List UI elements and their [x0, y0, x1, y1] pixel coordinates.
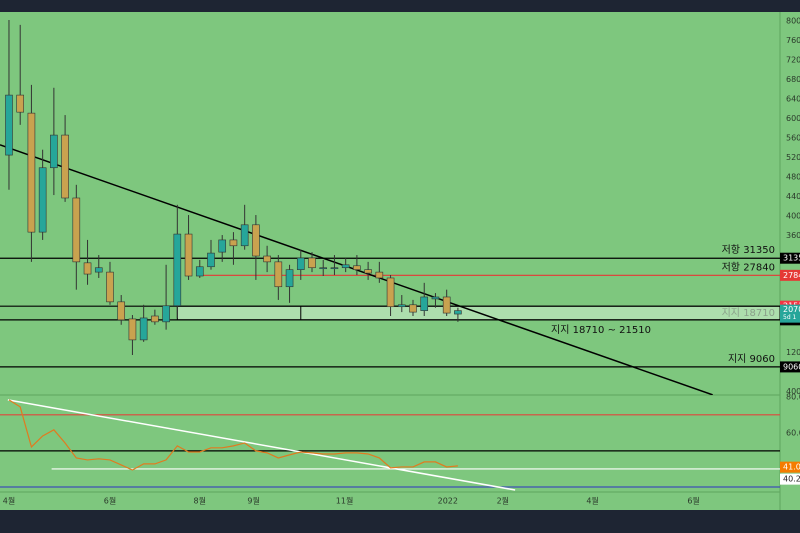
price-box-label: 31350	[783, 254, 800, 263]
y-tick-label: 76000	[786, 36, 800, 45]
x-tick-label: 11월	[336, 496, 354, 506]
price-box-label: 27840	[783, 271, 800, 280]
candle-body	[454, 310, 462, 315]
current-price-label: 20700	[783, 305, 800, 314]
candle-body	[319, 267, 328, 270]
candle-body	[5, 94, 13, 156]
candle-body	[240, 224, 249, 247]
candle-body	[162, 305, 170, 323]
y-tick-label: 4000	[786, 387, 800, 396]
candle-body	[16, 94, 25, 113]
candle-body	[274, 261, 283, 288]
candle-body	[128, 318, 137, 341]
candle-body	[397, 304, 406, 308]
candle-body	[285, 269, 294, 288]
candle-body	[72, 197, 81, 263]
candle-body	[50, 134, 58, 169]
y-tick-label: 72000	[786, 55, 800, 64]
y-tick-label: 60.0	[786, 428, 800, 437]
y-tick-label: 12000	[786, 348, 800, 357]
candle-body	[409, 304, 417, 313]
candle-body	[117, 301, 126, 321]
candle-body	[330, 267, 339, 270]
y-tick-label: 40000	[786, 212, 800, 221]
level-label: 저항 27840	[722, 261, 775, 273]
y-tick-label: 68000	[786, 75, 800, 84]
candle-body	[364, 269, 372, 274]
price-box	[780, 252, 800, 264]
x-tick-label: 2022	[438, 497, 458, 506]
price-box	[780, 361, 800, 373]
indicator-pane	[0, 399, 780, 491]
y-tick-label: 52000	[786, 153, 800, 162]
candle-body	[296, 257, 305, 270]
price-pane: 지지 18710 지지 18710 ~ 21510 저항 31350 저항 27840…	[0, 19, 780, 395]
y-tick-label: 36000	[786, 231, 800, 240]
level-label: 지지 9060	[728, 353, 775, 365]
candle-body	[252, 224, 260, 257]
x-tick-label: 4월	[586, 496, 598, 506]
candle-body	[61, 134, 69, 199]
candle-body	[263, 255, 271, 263]
candle-body	[27, 112, 36, 233]
y-tick-label: 56000	[786, 134, 800, 143]
y-tick-label: 60000	[786, 114, 800, 123]
candle-body	[94, 267, 103, 273]
zone-label: 지지 18710	[722, 307, 775, 319]
candle-body	[38, 167, 47, 233]
candle-body	[229, 239, 238, 247]
candle-body	[420, 296, 429, 311]
value-box-label: 40.2	[783, 475, 800, 484]
bottom-bar	[0, 510, 800, 533]
candle-body	[83, 262, 92, 275]
y-tick-label: 44000	[786, 192, 800, 201]
trendline	[7, 399, 516, 491]
candle-body	[341, 264, 350, 269]
y-tick-label: 80.0	[786, 392, 800, 401]
top-bar	[0, 0, 800, 12]
candle-body	[207, 252, 215, 268]
y-tick-label: 80000	[786, 16, 800, 25]
candle-body	[375, 271, 384, 279]
x-tick-label: 6월	[104, 496, 116, 506]
candle-body	[353, 265, 361, 270]
y-tick-label: 64000	[786, 94, 800, 103]
chart-background	[0, 12, 800, 510]
value-box-label: 41.0	[783, 463, 800, 472]
candle-body	[218, 239, 227, 253]
axes: 80000 76000 72000 68000 64000 60000 56000 52000…	[3, 16, 800, 506]
candle-body	[431, 296, 440, 300]
candle-body	[151, 315, 159, 323]
y-tick-label: 48000	[786, 173, 800, 182]
value-box	[780, 473, 800, 485]
candle-body	[139, 317, 148, 341]
candle-body	[386, 277, 395, 308]
current-price-box	[780, 304, 800, 323]
price-box	[780, 269, 800, 281]
candle-body	[195, 266, 204, 277]
x-tick-label: 2월	[497, 496, 509, 506]
indicator-line	[8, 399, 458, 471]
countdown-label: 5d 1	[783, 314, 797, 321]
price-box-label: 9060	[783, 362, 800, 371]
candle-body	[308, 257, 316, 269]
x-tick-label: 9월	[247, 496, 259, 506]
candle-body	[442, 296, 451, 314]
value-box	[780, 461, 800, 473]
candle-body	[173, 233, 182, 307]
x-tick-label: 4월	[3, 496, 15, 506]
x-tick-label: 8월	[194, 496, 206, 506]
candle-body	[106, 271, 114, 303]
x-tick-label: 6월	[687, 496, 699, 506]
zone-note: 지지 18710 ~ 21510	[551, 324, 651, 336]
level-label: 저항 31350	[722, 244, 775, 256]
candle-body	[184, 233, 193, 277]
